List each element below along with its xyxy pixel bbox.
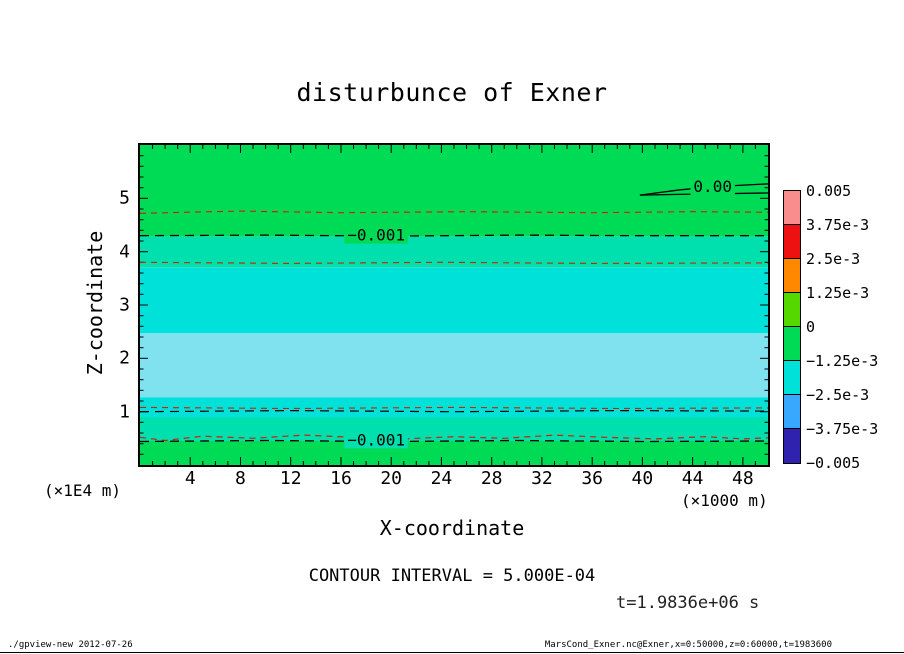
x-tick-label: 28 xyxy=(480,468,503,489)
colorbar-segment xyxy=(784,361,800,395)
colorbar-label: 0 xyxy=(806,318,816,336)
colorbar-label: −0.005 xyxy=(806,454,861,472)
y-tick-label: 5 xyxy=(119,187,130,209)
svg-text:−0.001: −0.001 xyxy=(347,430,405,449)
colorbar-label: −3.75e-3 xyxy=(806,420,879,438)
colorbar-label: 0.005 xyxy=(806,182,852,200)
bottom-border xyxy=(0,652,904,653)
colorbar-label: 3.75e-3 xyxy=(806,216,870,234)
contour-interval-note: CONTOUR INTERVAL = 5.000E-04 xyxy=(308,566,596,586)
x-tick-label: 48 xyxy=(732,468,754,489)
colorbar-segment xyxy=(784,395,800,429)
colorbar-label: 1.25e-3 xyxy=(806,284,870,302)
x-axis-label: X-coordinate xyxy=(379,516,525,540)
colorbar-segment xyxy=(784,327,800,361)
colorbar-segment xyxy=(784,225,800,259)
colorbar-segment xyxy=(784,429,800,463)
y-tick-label: 1 xyxy=(119,401,130,423)
colorbar xyxy=(783,190,801,464)
x-tick-label: 8 xyxy=(235,468,246,489)
colorbar-label: −2.5e-3 xyxy=(806,386,870,404)
contour-plot: 0.00 −0.001 −0.001 xyxy=(140,145,768,465)
y-tick-label: 2 xyxy=(119,347,130,369)
x-tick-label: 20 xyxy=(380,468,403,489)
x-tick-label: 12 xyxy=(279,468,302,489)
y-tick-label: 3 xyxy=(119,294,130,316)
y-axis-unit: (×1E4 m) xyxy=(44,481,122,500)
x-tick-label: 4 xyxy=(184,468,196,489)
colorbar-label: 2.5e-3 xyxy=(806,250,861,268)
colorbar-segment xyxy=(784,293,800,327)
chart-title: disturbunce of Exner xyxy=(296,78,608,107)
x-tick-label: 44 xyxy=(681,468,704,489)
colorbar-segment xyxy=(784,191,800,225)
x-tick-label: 36 xyxy=(581,468,603,489)
footer-source: MarsCond_Exner.nc@Exner,x=0:50000,z=0:60… xyxy=(544,640,832,650)
y-tick-label: 4 xyxy=(119,241,130,263)
svg-text:−0.001: −0.001 xyxy=(347,226,405,245)
svg-text:0.00: 0.00 xyxy=(693,177,732,196)
footer-command: ./gpview-new 2012-07-26 xyxy=(8,640,133,650)
colorbar-segment xyxy=(784,259,800,293)
time-stamp: t=1.9836e+06 s xyxy=(616,593,760,613)
x-tick-label: 32 xyxy=(531,468,553,489)
x-tick-label: 16 xyxy=(330,468,352,489)
plot-area: 0.00 −0.001 −0.001 xyxy=(138,143,770,467)
x-axis-unit: (×1000 m) xyxy=(681,491,768,510)
y-axis-label: Z-coordinate xyxy=(83,230,107,376)
colorbar-label: −1.25e-3 xyxy=(806,352,879,370)
x-tick-label: 24 xyxy=(430,468,453,489)
x-tick-label: 40 xyxy=(631,468,654,489)
